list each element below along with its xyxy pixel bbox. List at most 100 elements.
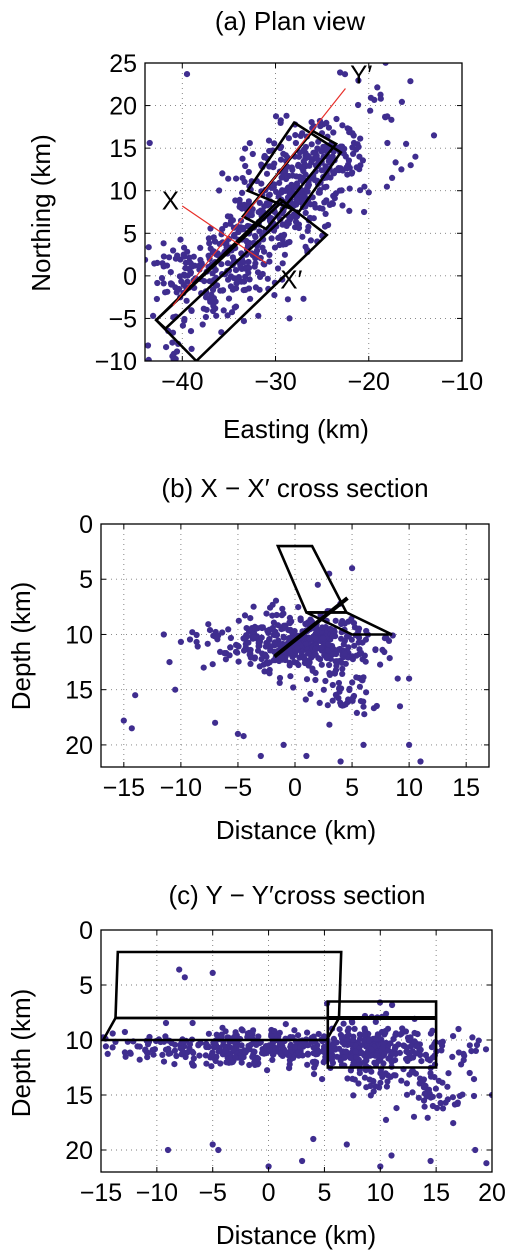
data-point	[232, 267, 240, 274]
data-point	[202, 1052, 209, 1059]
data-point	[146, 1033, 153, 1041]
data-point	[430, 132, 438, 139]
data-point	[357, 649, 365, 656]
data-point	[290, 684, 297, 691]
data-point	[461, 1052, 468, 1059]
data-point	[367, 107, 374, 114]
data-point	[271, 292, 278, 299]
data-point	[353, 164, 360, 171]
data-point	[232, 1054, 239, 1061]
data-point	[398, 1077, 405, 1084]
data-point	[312, 1061, 319, 1068]
data-point	[345, 618, 352, 625]
data-point	[250, 634, 258, 641]
data-point	[292, 132, 299, 139]
data-point	[274, 265, 282, 272]
data-point	[247, 646, 254, 654]
data-point	[295, 604, 302, 611]
data-point	[208, 291, 215, 298]
data-point	[127, 1050, 134, 1057]
data-point	[287, 1041, 294, 1048]
data-point	[337, 1057, 344, 1064]
data-point	[168, 281, 175, 288]
data-point	[326, 721, 333, 728]
data-point	[257, 254, 264, 262]
data-point	[179, 322, 186, 329]
data-point	[297, 1043, 304, 1050]
data-point	[128, 725, 135, 732]
x-tick-label: −20	[348, 368, 390, 396]
data-point	[158, 275, 166, 282]
data-point	[237, 200, 244, 207]
data-point	[380, 1060, 387, 1067]
points-layer	[145, 63, 438, 361]
data-point	[234, 730, 241, 738]
x-tick-label: −10	[441, 368, 483, 396]
data-point	[387, 1040, 394, 1047]
data-point	[160, 631, 167, 638]
data-point	[422, 1051, 429, 1059]
data-point	[406, 675, 413, 682]
x-axis-label: Distance (km)	[216, 1220, 376, 1250]
data-point	[283, 222, 290, 229]
data-point	[266, 670, 273, 677]
data-point	[251, 263, 258, 270]
data-point	[177, 236, 184, 243]
data-point	[187, 328, 195, 335]
data-point	[279, 260, 286, 267]
data-point	[256, 642, 263, 649]
data-point	[329, 697, 336, 704]
data-point	[456, 1092, 463, 1100]
data-point	[356, 153, 363, 160]
data-point	[269, 601, 276, 608]
data-point	[276, 1041, 283, 1048]
data-point	[437, 1039, 444, 1046]
data-point	[238, 1059, 245, 1066]
data-point	[242, 1049, 249, 1056]
data-point	[205, 621, 212, 628]
data-point	[190, 1055, 197, 1062]
data-point	[417, 758, 424, 765]
data-point	[407, 1043, 414, 1050]
data-point	[383, 183, 390, 190]
data-point	[326, 670, 333, 677]
data-point	[308, 119, 315, 126]
data-point	[245, 198, 252, 205]
data-point	[206, 240, 213, 247]
y-tick-label: 25	[109, 50, 137, 78]
data-point	[280, 150, 287, 157]
axes-frame	[100, 929, 493, 1173]
data-point	[262, 651, 269, 658]
data-point	[232, 648, 240, 655]
data-point	[317, 656, 324, 663]
data-point	[379, 1071, 386, 1079]
data-point	[216, 187, 223, 194]
data-point	[188, 1060, 196, 1067]
data-point	[205, 235, 212, 242]
data-point	[338, 187, 345, 194]
data-point	[247, 615, 254, 622]
x-tick-label: −10	[160, 774, 202, 802]
data-point	[350, 150, 357, 157]
data-point	[349, 697, 356, 705]
data-point	[375, 1058, 382, 1065]
data-point	[104, 1050, 111, 1057]
x-tick-label: −30	[254, 368, 296, 396]
data-point	[382, 113, 389, 120]
data-point	[379, 1044, 386, 1051]
data-point	[372, 646, 379, 654]
plan-view-panel: (a) Plan view Easting (km) Northing (km) Y′…	[26, 6, 483, 444]
data-point	[235, 658, 242, 665]
data-point	[297, 176, 304, 183]
data-point	[121, 1028, 128, 1036]
data-point	[374, 84, 381, 91]
data-point	[276, 179, 283, 186]
points-layer	[120, 565, 424, 765]
data-point	[312, 645, 319, 652]
data-point	[239, 155, 246, 162]
profile-end-label: X′	[280, 265, 302, 295]
data-point	[328, 1056, 335, 1063]
x-axis-label: Easting (km)	[223, 414, 369, 444]
data-point	[258, 624, 265, 631]
y-tick-label: 15	[65, 677, 93, 705]
